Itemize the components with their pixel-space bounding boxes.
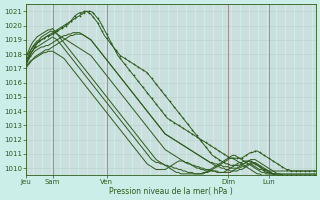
X-axis label: Pression niveau de la mer( hPa ): Pression niveau de la mer( hPa ) bbox=[109, 187, 233, 196]
